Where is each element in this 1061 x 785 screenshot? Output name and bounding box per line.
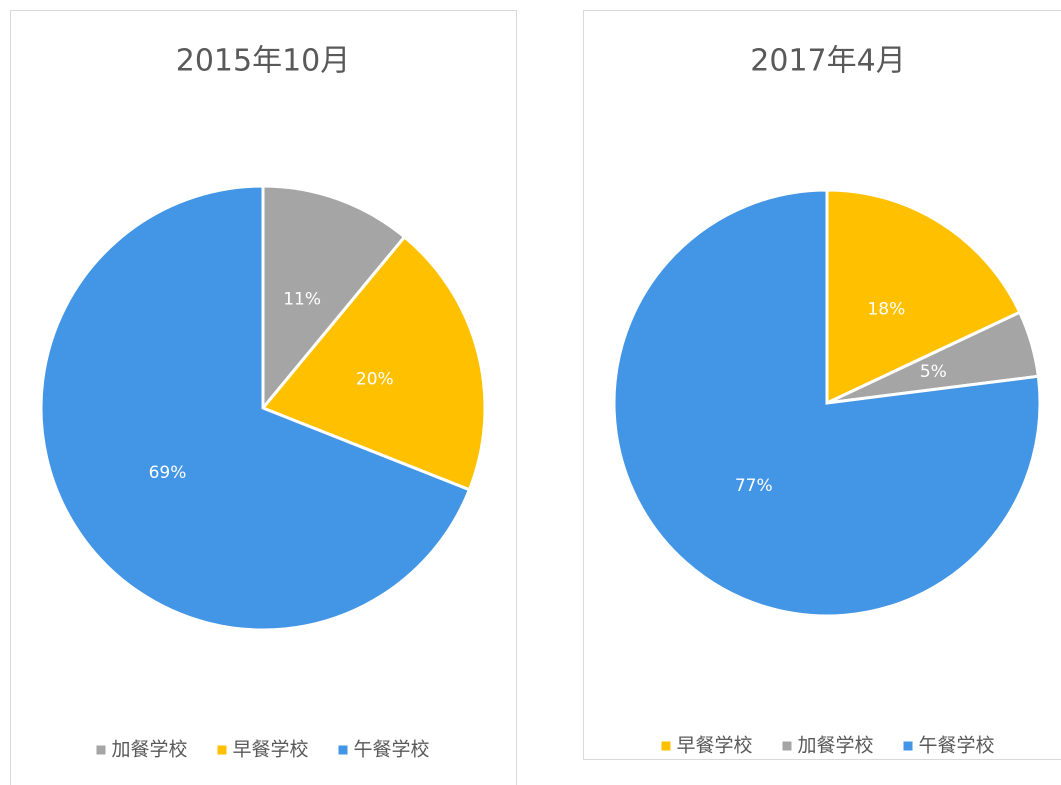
- legend-label: 早餐学校: [676, 735, 752, 757]
- legend-swatch: [661, 741, 671, 751]
- legend-label: 加餐学校: [797, 735, 873, 757]
- pie-slice: [260, 234, 487, 492]
- legend-swatch: [96, 745, 106, 755]
- pie-slice: [612, 188, 1042, 618]
- legend-swatch: [782, 741, 792, 751]
- chart-title: 2017年4月: [750, 44, 905, 79]
- chart-title: 2015年10月: [176, 44, 351, 79]
- legend-label: 加餐学校: [111, 739, 187, 761]
- data-label: 11%: [283, 289, 321, 309]
- pie-slice: [825, 188, 1022, 406]
- legend-label: 早餐学校: [232, 739, 308, 761]
- legend-swatch: [903, 741, 913, 751]
- legend-swatch: [338, 745, 348, 755]
- pie-slice: [39, 184, 472, 632]
- legend-label: 午餐学校: [919, 735, 995, 757]
- data-label: 20%: [356, 369, 394, 389]
- pie-slice: [261, 184, 407, 413]
- legend-swatch: [217, 745, 227, 755]
- data-label: 5%: [920, 362, 947, 382]
- legend-label: 午餐学校: [354, 739, 430, 761]
- data-label: 18%: [867, 299, 905, 319]
- data-label: 77%: [735, 476, 773, 496]
- data-label: 69%: [149, 463, 187, 483]
